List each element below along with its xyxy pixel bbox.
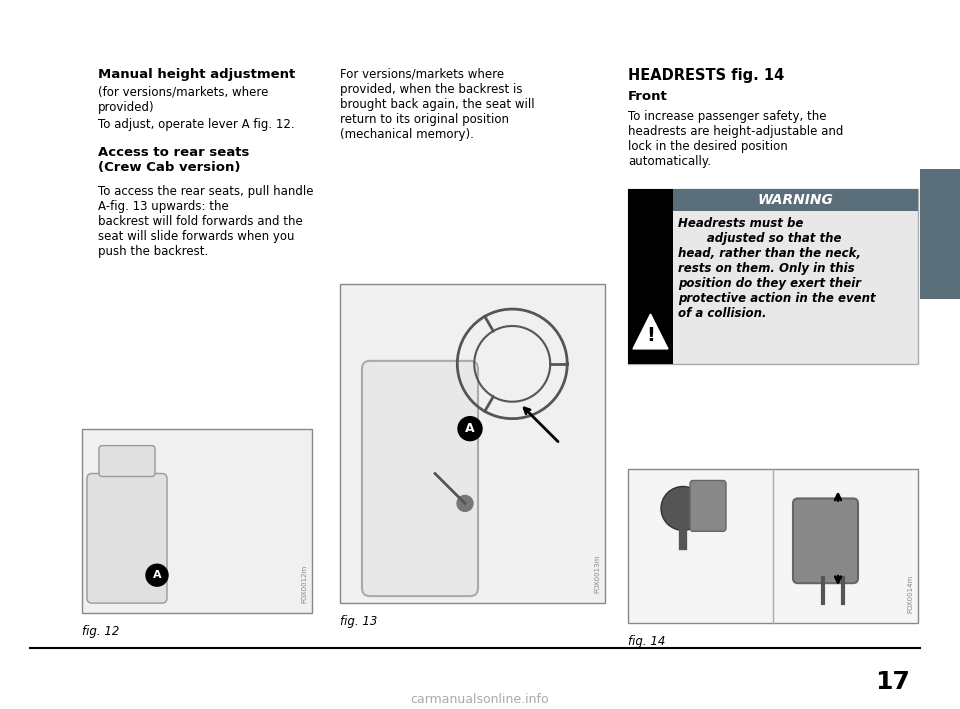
Text: FOX0012m: FOX0012m xyxy=(301,565,307,603)
Text: To adjust, operate lever A fig. 12.: To adjust, operate lever A fig. 12. xyxy=(98,118,295,130)
Text: HEADRESTS fig. 14: HEADRESTS fig. 14 xyxy=(628,68,784,83)
FancyBboxPatch shape xyxy=(673,189,918,211)
FancyBboxPatch shape xyxy=(793,498,858,584)
FancyBboxPatch shape xyxy=(628,189,673,364)
Text: To access the rear seats, pull handle
A-fig. 13 upwards: the
backrest will fold : To access the rear seats, pull handle A-… xyxy=(98,186,314,258)
FancyBboxPatch shape xyxy=(628,189,918,364)
FancyBboxPatch shape xyxy=(340,284,605,603)
FancyBboxPatch shape xyxy=(99,445,155,476)
Polygon shape xyxy=(633,314,668,349)
Text: FOX0014m: FOX0014m xyxy=(907,575,913,613)
Circle shape xyxy=(457,496,473,511)
Text: FOX0013m: FOX0013m xyxy=(594,554,600,593)
Text: A: A xyxy=(466,422,475,435)
Text: 17: 17 xyxy=(876,670,910,694)
FancyBboxPatch shape xyxy=(82,429,312,613)
Text: For versions/markets where
provided, when the backrest is
brought back again, th: For versions/markets where provided, whe… xyxy=(340,68,535,141)
Text: !: ! xyxy=(646,326,655,345)
Text: A: A xyxy=(153,570,161,580)
Text: WARNING: WARNING xyxy=(757,194,833,207)
Text: fig. 14: fig. 14 xyxy=(628,635,665,648)
Text: (for versions/markets, where
provided): (for versions/markets, where provided) xyxy=(98,86,269,113)
FancyBboxPatch shape xyxy=(87,474,167,603)
Text: Manual height adjustment: Manual height adjustment xyxy=(98,68,296,81)
Circle shape xyxy=(458,417,482,440)
Text: carmanualsonline.info: carmanualsonline.info xyxy=(411,693,549,706)
Text: To increase passenger safety, the
headrests are height-adjustable and
lock in th: To increase passenger safety, the headre… xyxy=(628,110,844,167)
Text: Access to rear seats
(Crew Cab version): Access to rear seats (Crew Cab version) xyxy=(98,145,250,174)
FancyBboxPatch shape xyxy=(920,169,960,299)
Text: Headrests must be
       adjusted so that the
head, rather than the neck,
rests : Headrests must be adjusted so that the h… xyxy=(678,218,876,320)
FancyBboxPatch shape xyxy=(690,481,726,531)
Text: fig. 13: fig. 13 xyxy=(340,615,377,628)
FancyBboxPatch shape xyxy=(628,469,918,623)
Circle shape xyxy=(661,486,705,530)
Text: fig. 12: fig. 12 xyxy=(82,625,119,638)
Circle shape xyxy=(146,564,168,586)
Text: Front: Front xyxy=(628,90,668,103)
FancyBboxPatch shape xyxy=(362,361,478,596)
